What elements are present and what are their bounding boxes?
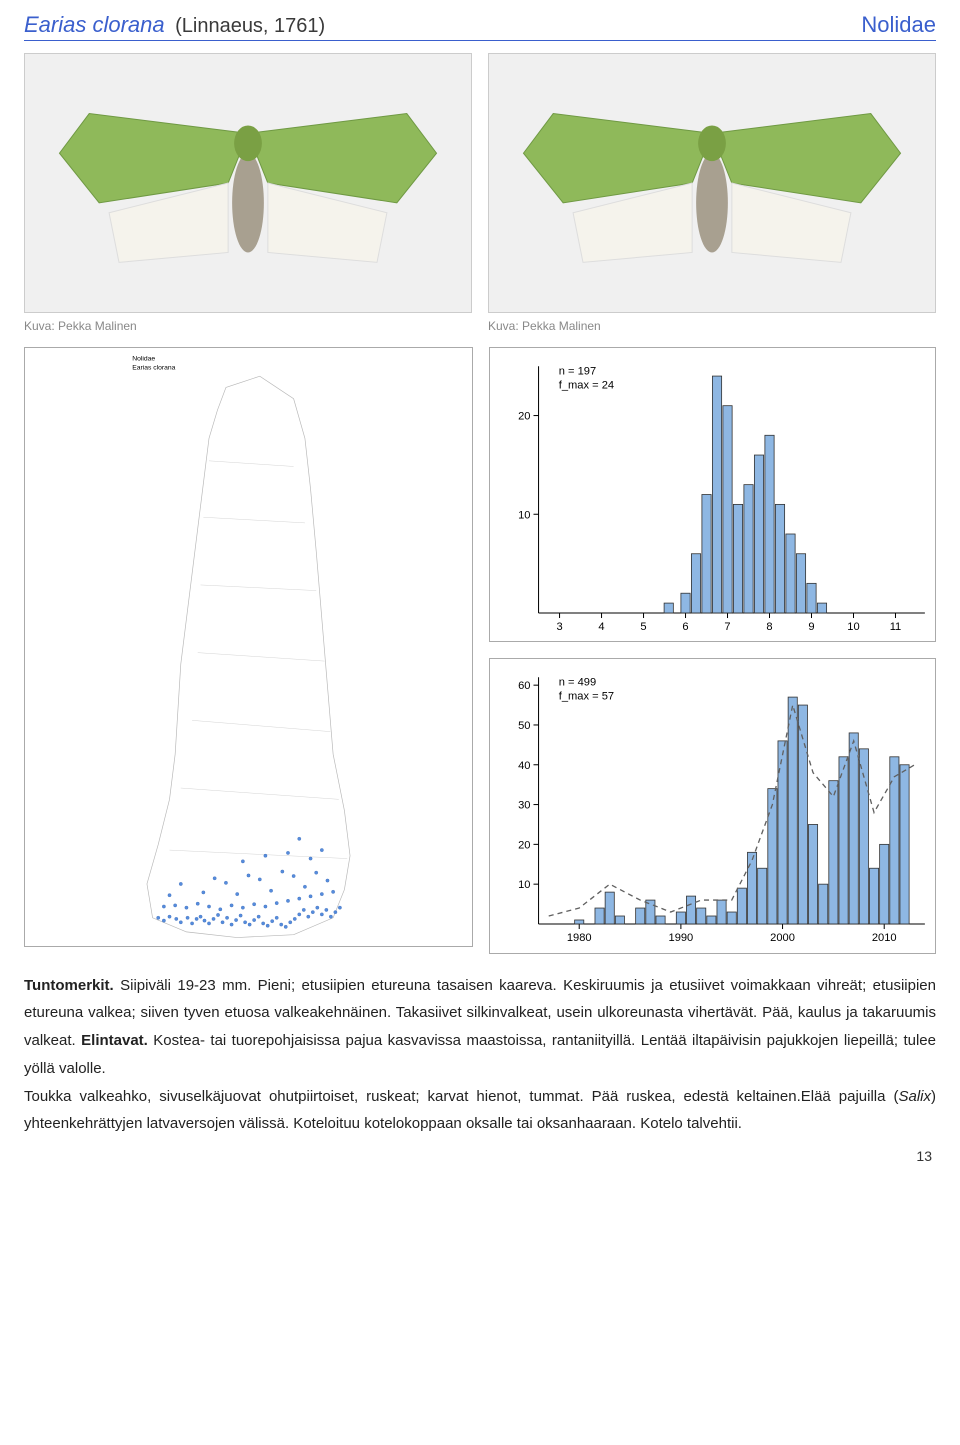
svg-text:7: 7	[724, 621, 730, 633]
desc-text-2: Kostea- tai tuorepohjaisissa pajua kasva…	[24, 1032, 936, 1077]
map-title-2: Earias clorana	[132, 364, 175, 371]
map-title-1: Nolidae	[132, 355, 155, 362]
svg-text:f_max = 57: f_max = 57	[559, 691, 614, 703]
moth-right-svg	[489, 54, 935, 312]
phenology-chart: 10 20 3 4 5 6 7 8 9 10 11 n = 197 f_max = 24	[489, 347, 936, 642]
svg-text:2000: 2000	[770, 932, 795, 944]
species-author: (Linnaeus, 1761)	[175, 15, 325, 37]
family-name: Nolidae	[861, 12, 936, 38]
svg-text:10: 10	[518, 509, 530, 521]
chart-column: 10 20 3 4 5 6 7 8 9 10 11 n = 197 f_max = 24 10 20 30 4…	[489, 347, 936, 954]
page-number: 13	[916, 1148, 932, 1164]
distribution-map: Nolidae Earias clorana	[24, 347, 473, 947]
moth-left-svg	[25, 54, 471, 312]
svg-text:30: 30	[518, 800, 530, 812]
chart1-svg: 10 20 3 4 5 6 7 8 9 10 11 n = 197 f_max = 24	[490, 348, 935, 641]
header: Earias clorana (Linnaeus, 1761) Nolidae	[24, 12, 936, 41]
map-svg: Nolidae Earias clorana	[25, 348, 472, 946]
svg-text:8: 8	[766, 621, 772, 633]
svg-text:10: 10	[847, 621, 859, 633]
map-rivers	[170, 461, 348, 859]
svg-text:4: 4	[598, 621, 604, 633]
svg-text:n = 197: n = 197	[559, 365, 596, 377]
desc-text-3a: Toukka valkeahko, sivuselkäjuovat ohutpi…	[24, 1088, 898, 1105]
svg-text:20: 20	[518, 411, 530, 423]
desc-heading-1: Tuntomerkit.	[24, 977, 114, 994]
svg-text:20: 20	[518, 840, 530, 852]
photo-credit-left: Kuva: Pekka Malinen	[24, 319, 472, 333]
svg-text:3: 3	[556, 621, 562, 633]
map-outline	[147, 376, 350, 937]
species-block: Earias clorana (Linnaeus, 1761)	[24, 12, 325, 38]
credit-row: Kuva: Pekka Malinen Kuva: Pekka Malinen	[24, 319, 936, 333]
svg-text:f_max = 24: f_max = 24	[559, 379, 614, 391]
description-paragraph: Tuntomerkit. Siipiväli 19-23 mm. Pieni; …	[24, 972, 936, 1139]
svg-text:10: 10	[518, 879, 530, 891]
photo-row	[24, 53, 936, 313]
photo-credit-right: Kuva: Pekka Malinen	[488, 319, 936, 333]
figure-row: Nolidae Earias clorana 10 20 3 4 5 6 7 8 9 10 11 n …	[24, 347, 936, 954]
chart2-svg: 10 20 30 40 50 60 1980 1990 2000 2010 n = 499 f_max…	[490, 659, 935, 952]
svg-text:60: 60	[518, 680, 530, 692]
svg-text:2010: 2010	[872, 932, 897, 944]
desc-heading-2: Elintavat.	[81, 1032, 148, 1049]
desc-text-3-ital: Salix	[898, 1088, 931, 1105]
svg-text:n = 499: n = 499	[559, 677, 596, 689]
svg-text:6: 6	[682, 621, 688, 633]
svg-text:1990: 1990	[669, 932, 694, 944]
yearly-chart: 10 20 30 40 50 60 1980 1990 2000 2010 n = 499 f_max…	[489, 658, 936, 953]
svg-text:40: 40	[518, 760, 530, 772]
species-name: Earias clorana	[24, 12, 165, 37]
svg-text:5: 5	[640, 621, 646, 633]
svg-text:1980: 1980	[567, 932, 592, 944]
specimen-photo-right	[488, 53, 936, 313]
svg-text:50: 50	[518, 720, 530, 732]
svg-text:11: 11	[890, 621, 902, 633]
svg-text:9: 9	[808, 621, 814, 633]
specimen-photo-left	[24, 53, 472, 313]
